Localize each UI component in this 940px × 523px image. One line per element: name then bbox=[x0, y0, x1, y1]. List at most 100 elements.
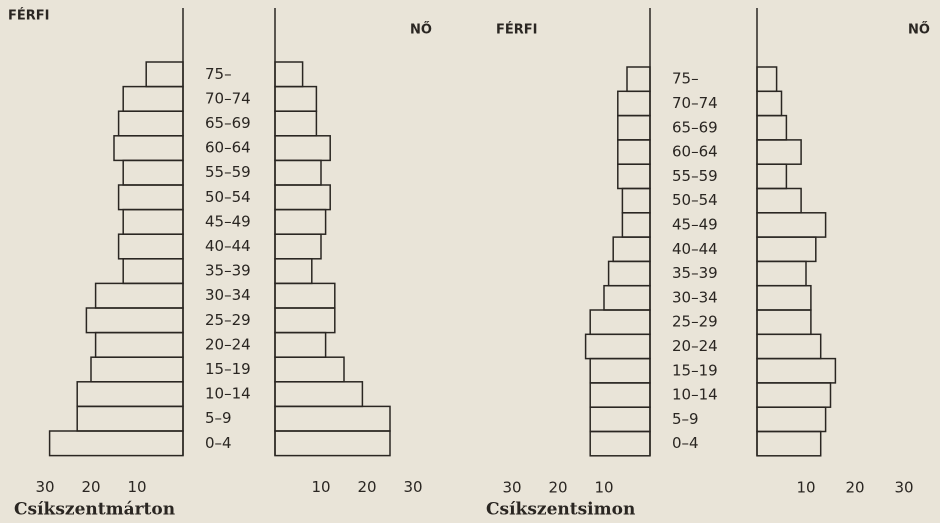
bar bbox=[94, 282, 184, 309]
age-label: 15–19 bbox=[672, 361, 718, 379]
bar bbox=[90, 356, 184, 383]
age-label: 30–34 bbox=[205, 286, 251, 304]
bar bbox=[76, 405, 184, 432]
series-label: FÉRFI bbox=[496, 22, 538, 38]
bar bbox=[756, 309, 812, 336]
bar bbox=[117, 110, 184, 137]
bar bbox=[274, 233, 322, 260]
bar bbox=[756, 236, 817, 263]
bar bbox=[274, 61, 304, 88]
bar bbox=[589, 309, 651, 336]
x-tick-label: 20 bbox=[845, 478, 864, 496]
bar bbox=[626, 66, 651, 93]
age-label: 55–59 bbox=[672, 167, 718, 185]
age-label: 75– bbox=[205, 65, 232, 83]
age-label: 70–74 bbox=[672, 94, 718, 112]
age-label: 20–24 bbox=[205, 335, 251, 353]
x-tick-label: 30 bbox=[35, 478, 54, 496]
bar bbox=[274, 159, 322, 186]
chart-title: Csíkszentmárton bbox=[14, 500, 175, 520]
x-tick-label: 10 bbox=[594, 478, 613, 496]
bar bbox=[756, 66, 778, 93]
age-label: 45–49 bbox=[205, 212, 251, 230]
x-tick-label: 20 bbox=[81, 478, 100, 496]
x-tick-label: 30 bbox=[403, 478, 422, 496]
age-label: 40–44 bbox=[672, 240, 718, 258]
x-tick-label: 30 bbox=[894, 478, 913, 496]
age-label: 65–69 bbox=[672, 118, 718, 136]
bar bbox=[756, 382, 832, 408]
bar bbox=[113, 135, 184, 162]
bar bbox=[589, 357, 651, 384]
bar bbox=[274, 184, 331, 211]
age-label: 65–69 bbox=[205, 114, 251, 132]
bar bbox=[756, 163, 788, 190]
age-label: 30–34 bbox=[672, 288, 718, 306]
age-label: 70–74 bbox=[205, 89, 251, 107]
bar bbox=[607, 260, 651, 287]
age-label: 10–14 bbox=[205, 385, 251, 403]
bar bbox=[274, 135, 331, 162]
bar bbox=[274, 282, 336, 309]
age-label: 0–4 bbox=[672, 434, 699, 452]
age-label: 35–39 bbox=[672, 264, 718, 282]
bar bbox=[94, 331, 184, 358]
age-label: 50–54 bbox=[672, 191, 718, 209]
bar bbox=[274, 110, 318, 137]
age-label: 40–44 bbox=[205, 237, 251, 255]
bar bbox=[274, 85, 318, 112]
bar bbox=[76, 381, 184, 408]
bar bbox=[756, 333, 822, 360]
x-tick-label: 10 bbox=[127, 478, 146, 496]
age-label: 10–14 bbox=[672, 386, 718, 404]
age-label: 35–39 bbox=[205, 262, 251, 280]
bar bbox=[756, 406, 827, 433]
age-label: 45–49 bbox=[672, 215, 718, 233]
bar bbox=[756, 187, 802, 214]
age-label: 0–4 bbox=[205, 434, 232, 452]
bar bbox=[756, 357, 837, 384]
bar bbox=[756, 260, 807, 287]
age-label: 60–64 bbox=[205, 139, 251, 157]
age-label: 5–9 bbox=[672, 410, 699, 428]
bar bbox=[145, 61, 184, 88]
bar bbox=[274, 430, 391, 457]
bar bbox=[274, 258, 313, 285]
x-tick-label: 10 bbox=[311, 478, 330, 496]
age-label: 15–19 bbox=[205, 360, 251, 378]
bar bbox=[589, 406, 651, 433]
bar bbox=[617, 90, 651, 117]
x-tick-label: 20 bbox=[357, 478, 376, 496]
bar bbox=[117, 233, 184, 260]
age-label: 60–64 bbox=[672, 143, 718, 161]
bar bbox=[122, 159, 184, 186]
age-label: 75– bbox=[672, 70, 699, 88]
age-label: 25–29 bbox=[672, 313, 718, 331]
bar bbox=[756, 430, 822, 457]
bar bbox=[122, 85, 184, 112]
bar bbox=[756, 90, 783, 117]
bar bbox=[274, 381, 364, 408]
bar bbox=[756, 284, 812, 311]
series-label: NŐ bbox=[410, 22, 432, 38]
age-label: 5–9 bbox=[205, 409, 232, 427]
bar bbox=[85, 307, 184, 334]
x-tick-label: 30 bbox=[502, 478, 521, 496]
bar bbox=[274, 405, 391, 432]
x-tick-label: 10 bbox=[796, 478, 815, 496]
bar bbox=[274, 208, 327, 235]
bar bbox=[274, 331, 327, 358]
bar bbox=[612, 236, 651, 263]
bar bbox=[48, 430, 184, 457]
bar bbox=[617, 114, 651, 141]
bar bbox=[589, 382, 651, 408]
bar bbox=[756, 139, 802, 165]
bar bbox=[621, 212, 651, 238]
bar bbox=[756, 212, 827, 238]
series-label: FÉRFI bbox=[8, 8, 50, 24]
x-tick-label: 20 bbox=[548, 478, 567, 496]
age-label: 25–29 bbox=[205, 311, 251, 329]
bar bbox=[274, 307, 336, 334]
bar bbox=[584, 333, 651, 360]
